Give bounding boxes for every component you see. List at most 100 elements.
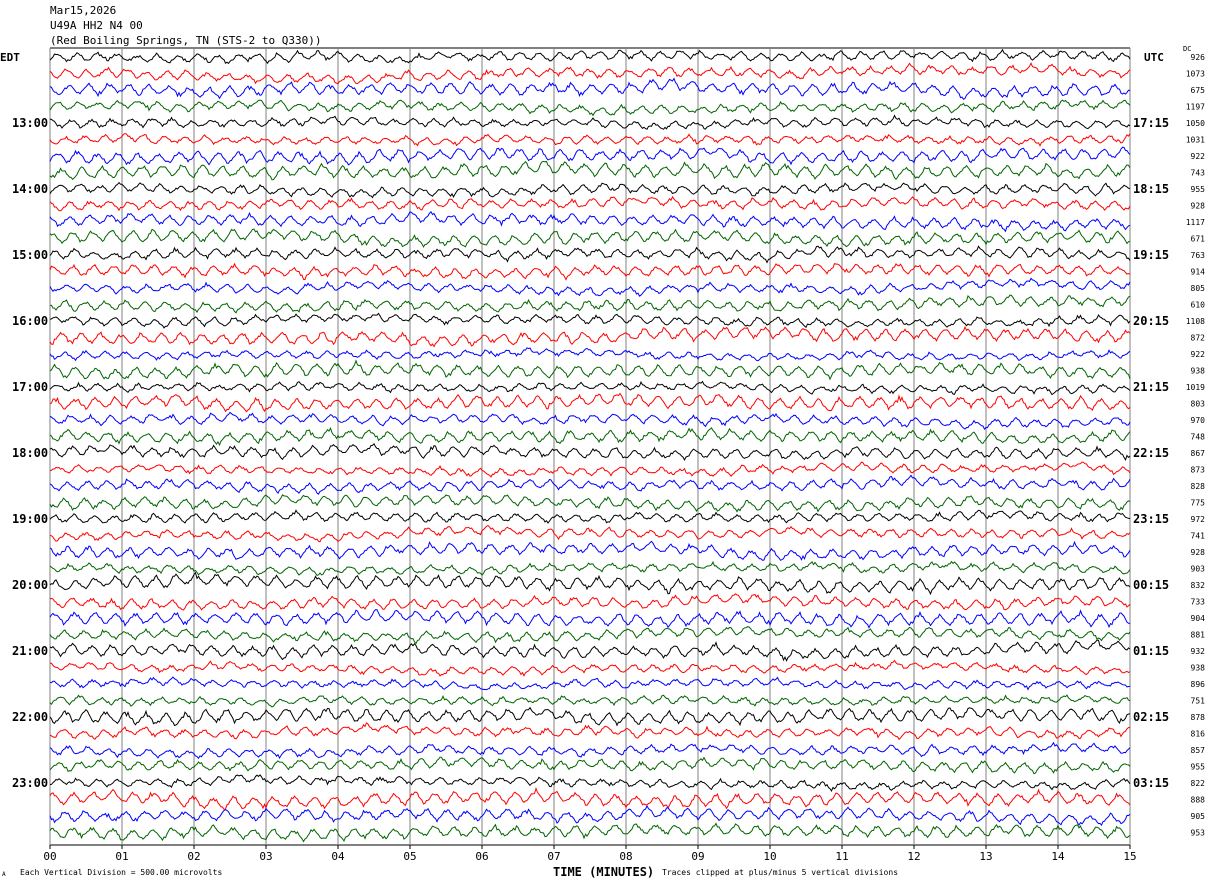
dc-offset-value: 914 xyxy=(1191,268,1206,277)
dc-offset-value: 928 xyxy=(1191,202,1206,211)
x-tick-label: 14 xyxy=(1051,850,1065,863)
right-axis-label: UTC xyxy=(1144,51,1164,64)
x-tick-label: 02 xyxy=(187,850,200,863)
seismic-trace xyxy=(49,114,1131,130)
dc-offset-value: 878 xyxy=(1191,713,1206,722)
x-tick-label: 00 xyxy=(43,850,56,863)
seismic-trace xyxy=(49,61,1131,85)
dc-offset-value: 857 xyxy=(1191,746,1206,755)
dc-offset-value: 733 xyxy=(1191,598,1206,607)
station-id: U49A HH2 N4 00 xyxy=(50,19,143,32)
seismic-trace xyxy=(49,756,1131,775)
x-tick-label: 11 xyxy=(835,850,848,863)
left-hour-label: 21:00 xyxy=(12,644,48,658)
seismic-trace xyxy=(49,195,1131,212)
seismic-trace xyxy=(49,99,1131,117)
dc-offset-value: 972 xyxy=(1191,515,1206,524)
seismic-trace xyxy=(49,228,1131,248)
dc-offset-value: 922 xyxy=(1191,350,1206,359)
left-hour-label: 22:00 xyxy=(12,710,48,724)
seismic-trace xyxy=(49,48,1131,65)
dc-label: DC xyxy=(1183,45,1191,53)
seismic-trace xyxy=(49,262,1131,281)
seismic-trace xyxy=(49,245,1131,264)
dc-offset-value: 888 xyxy=(1191,796,1206,805)
seismic-trace xyxy=(49,427,1131,447)
dc-offset-value: 675 xyxy=(1191,86,1206,95)
seismic-trace xyxy=(49,722,1131,741)
left-hour-label: 19:00 xyxy=(12,512,48,526)
dc-offset-value: 922 xyxy=(1191,152,1206,161)
right-hour-label: 02:15 xyxy=(1133,710,1169,724)
dc-offset-value: 872 xyxy=(1191,334,1206,343)
dc-offset-value: 896 xyxy=(1191,680,1206,689)
x-tick-label: 12 xyxy=(907,850,920,863)
right-hour-label: 18:15 xyxy=(1133,182,1169,196)
seismic-trace xyxy=(49,571,1131,596)
x-tick-label: 08 xyxy=(619,850,632,863)
right-hour-label: 23:15 xyxy=(1133,512,1169,526)
dc-offset-value: 1031 xyxy=(1186,136,1205,145)
right-hour-label: 20:15 xyxy=(1133,314,1169,328)
right-hour-label: 21:15 xyxy=(1133,380,1169,394)
dc-offset-value: 867 xyxy=(1191,449,1206,458)
seismic-trace xyxy=(49,706,1131,727)
right-hour-label: 01:15 xyxy=(1133,644,1169,658)
seismic-trace xyxy=(49,77,1131,100)
dc-offset-value: 803 xyxy=(1191,400,1206,409)
seismic-trace xyxy=(49,325,1131,348)
dc-offset-value: 932 xyxy=(1191,647,1206,656)
seismic-trace xyxy=(49,210,1131,233)
x-tick-label: 07 xyxy=(547,850,560,863)
seismic-trace xyxy=(49,639,1131,662)
seismic-trace xyxy=(49,146,1131,166)
dc-offset-value: 816 xyxy=(1191,730,1206,739)
dc-offset-value: 828 xyxy=(1191,482,1206,491)
seismic-trace xyxy=(49,609,1131,629)
seismic-trace xyxy=(49,474,1131,495)
x-tick-label: 04 xyxy=(331,850,345,863)
chart-date: Mar15,2026 xyxy=(50,4,117,17)
seismic-trace xyxy=(49,741,1131,760)
x-tick-label: 15 xyxy=(1123,850,1136,863)
dc-offset-value: 1197 xyxy=(1186,103,1205,112)
seismic-trace xyxy=(49,509,1131,524)
dc-offset-value: 743 xyxy=(1191,169,1206,178)
right-hour-label: 22:15 xyxy=(1133,446,1169,460)
right-hour-label: 19:15 xyxy=(1133,248,1169,262)
seismic-trace xyxy=(49,461,1131,478)
dc-offset-value: 955 xyxy=(1191,763,1206,772)
seismic-trace xyxy=(49,540,1131,561)
left-hour-label: 14:00 xyxy=(12,182,48,196)
seismic-trace xyxy=(50,659,1131,677)
seismic-trace xyxy=(49,494,1131,513)
dc-offset-value: 832 xyxy=(1191,581,1206,590)
left-hour-label: 13:00 xyxy=(12,116,48,130)
left-axis-label: EDT xyxy=(0,51,20,64)
seismic-trace xyxy=(49,359,1131,381)
x-axis-label: TIME (MINUTES) xyxy=(553,865,655,879)
x-tick-label: 05 xyxy=(403,850,416,863)
dc-offset-value: 926 xyxy=(1191,53,1206,62)
seismic-trace xyxy=(49,160,1131,181)
dc-offset-value: 741 xyxy=(1191,532,1206,541)
x-tick-label: 03 xyxy=(259,850,272,863)
right-hour-label: 17:15 xyxy=(1133,116,1169,130)
seismic-trace xyxy=(49,786,1131,810)
seismic-trace xyxy=(49,822,1131,843)
x-tick-label: 01 xyxy=(115,850,128,863)
dc-offset-value: 822 xyxy=(1191,779,1206,788)
dc-offset-value: 881 xyxy=(1191,631,1206,640)
seismic-trace xyxy=(49,560,1131,577)
seismic-trace xyxy=(49,347,1131,362)
dc-offset-value: 748 xyxy=(1191,433,1206,442)
dc-offset-value: 955 xyxy=(1191,185,1206,194)
seismic-trace xyxy=(49,392,1131,413)
dc-offset-value: 938 xyxy=(1191,664,1206,673)
dc-offset-value: 1108 xyxy=(1186,317,1205,326)
dc-offset-value: 1019 xyxy=(1186,383,1205,392)
left-hour-label: 17:00 xyxy=(12,380,48,394)
x-tick-label: 13 xyxy=(979,850,992,863)
seismic-trace xyxy=(49,626,1131,645)
